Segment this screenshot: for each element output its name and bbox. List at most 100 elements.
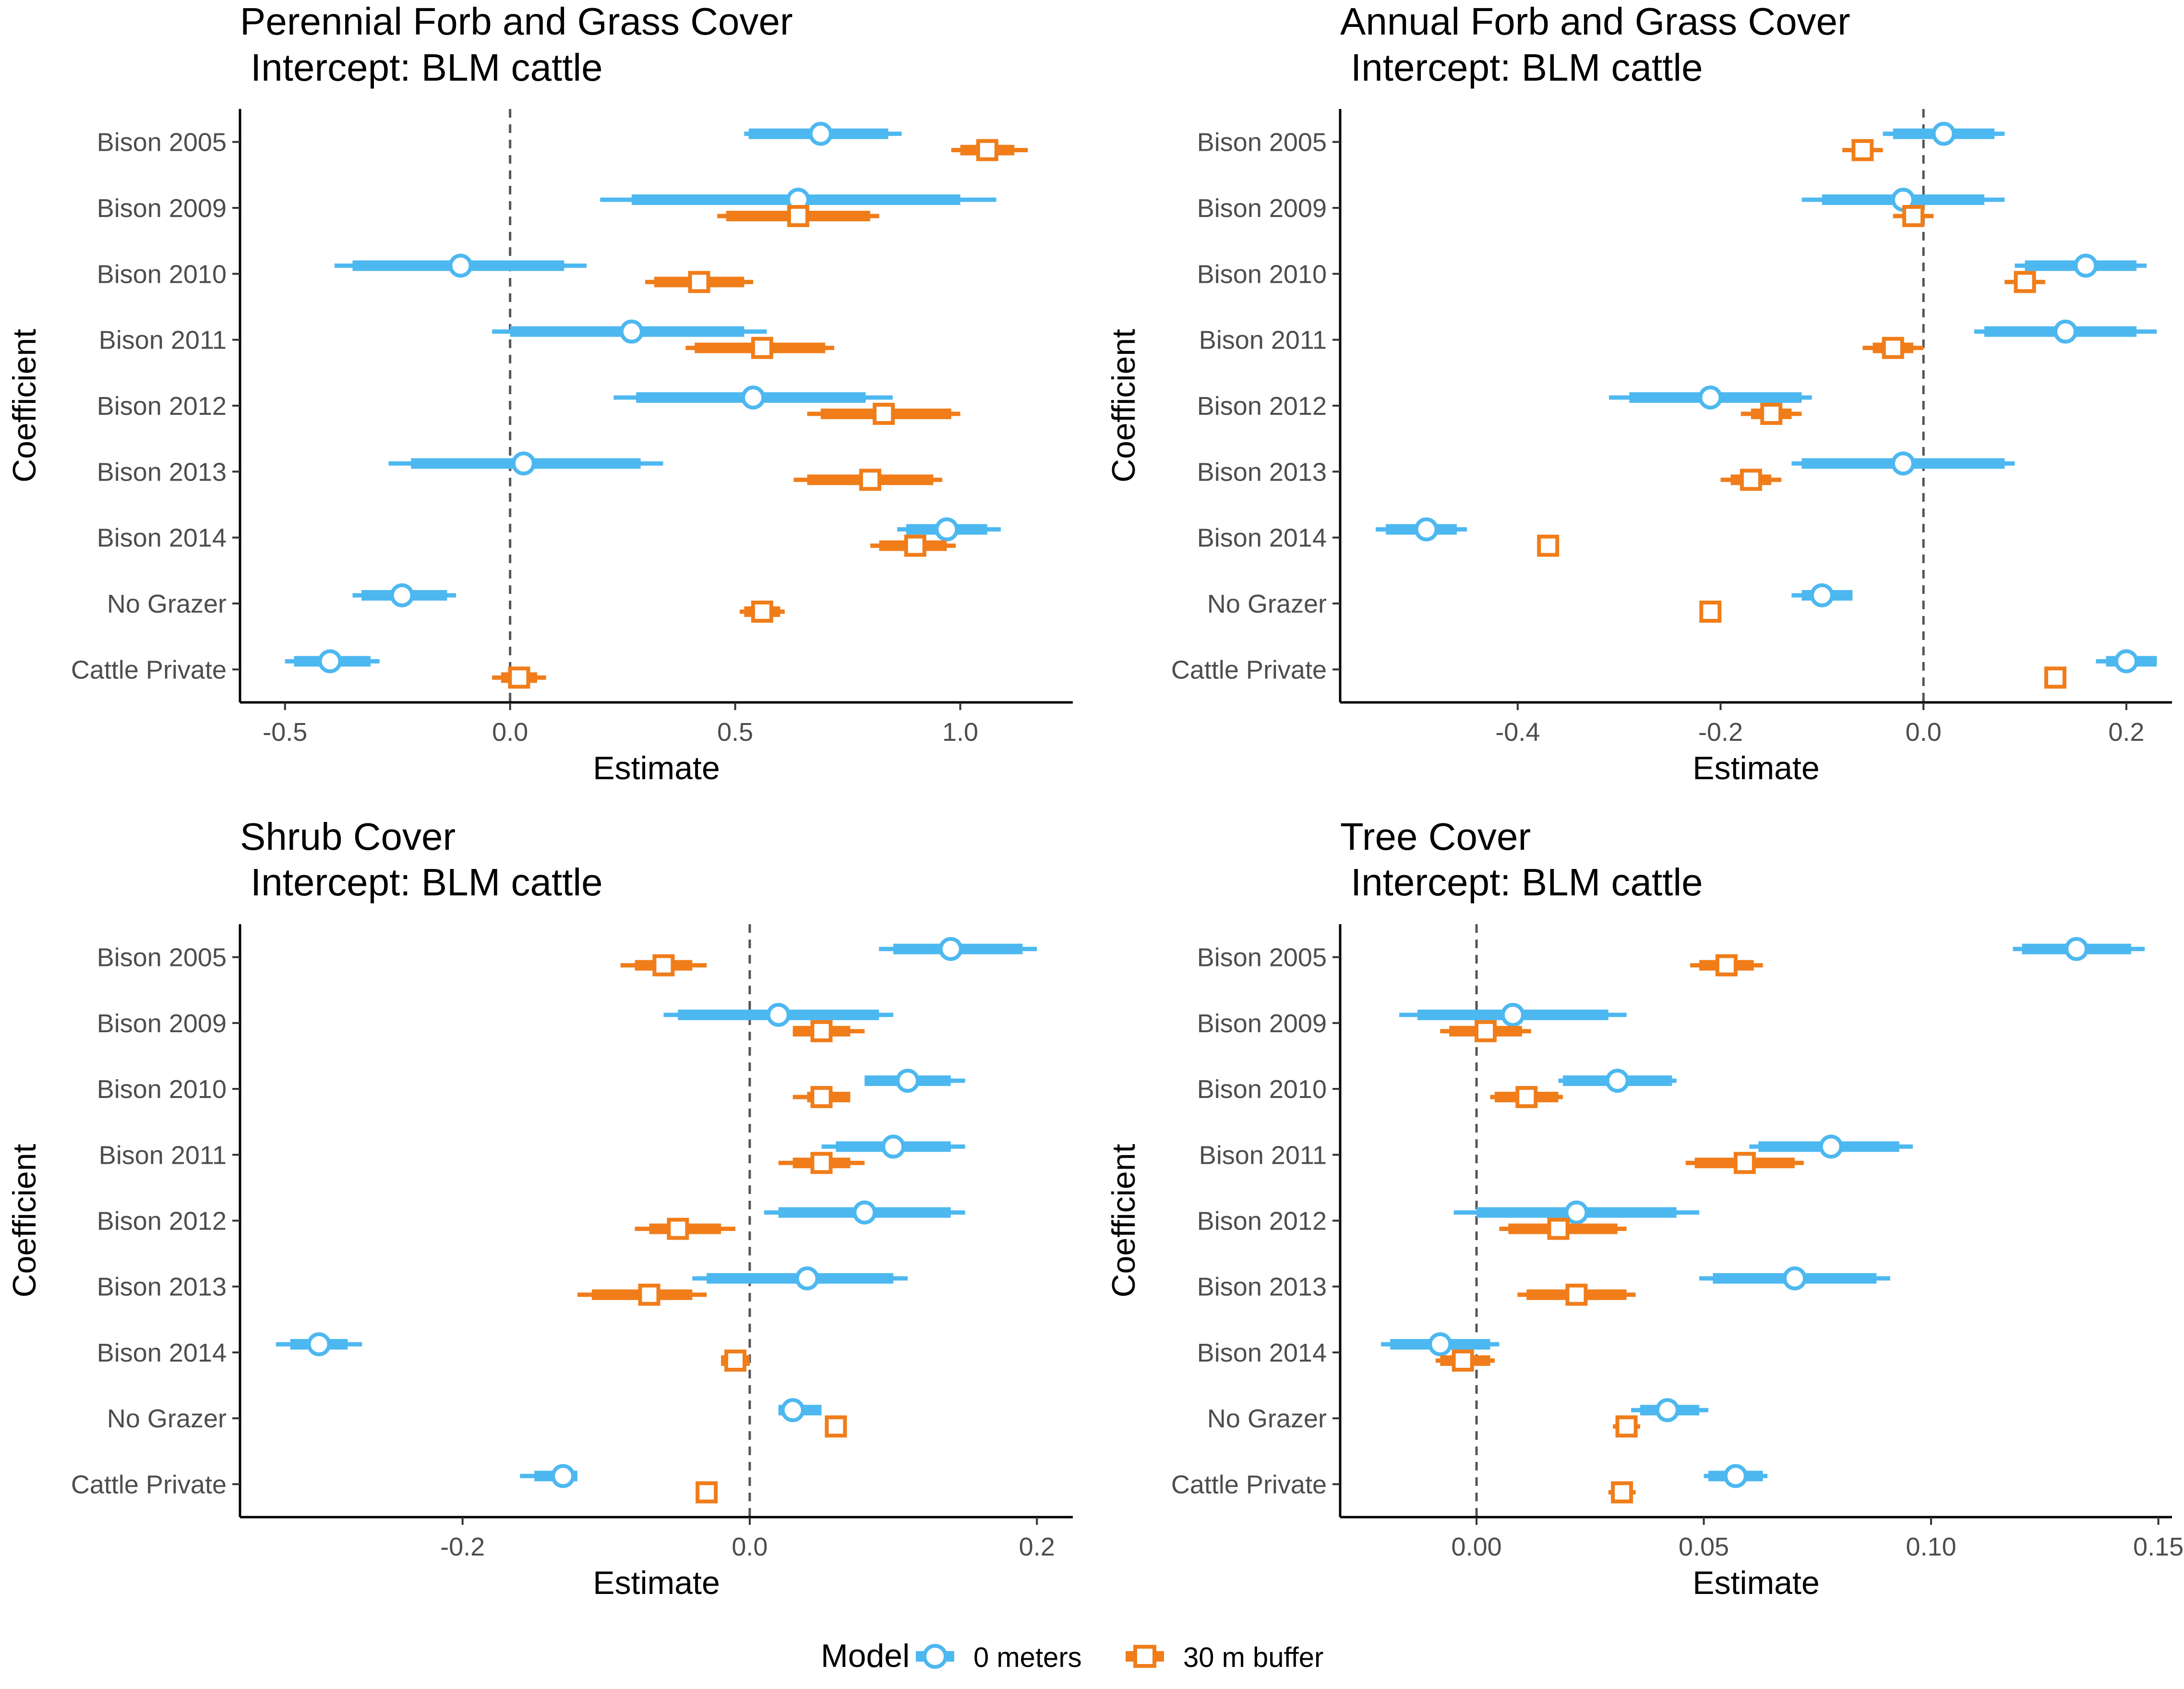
estimate-point [1699,601,1722,623]
x-axis-label: Estimate [1692,1565,1820,1601]
estimate-point [873,403,895,425]
x-tick-label: 0.5 [717,718,753,747]
panel-title: Tree Cover [1340,815,1531,858]
panel-title: Annual Forb and Grass Cover [1340,0,1850,43]
estimate-point [751,337,773,359]
estimate-point [1615,1415,1638,1438]
square-icon [1133,1645,1156,1668]
y-tick-label: Bison 2014 [97,1339,227,1367]
y-axis-label: Coefficient [6,329,43,483]
estimate-point [1564,1200,1589,1225]
estimate-point [751,601,773,623]
estimate-point [1414,517,1439,542]
estimate-point [667,1218,689,1240]
y-tick-label: Bison 2005 [97,943,227,972]
estimate-point [795,1266,819,1291]
estimate-point [881,1134,906,1159]
x-tick-label: 0.2 [2108,718,2144,747]
estimate-point [508,666,530,689]
estimate-point [1565,1283,1588,1306]
estimate-point [1819,1134,1843,1159]
estimate-point [638,1283,660,1306]
estimate-point [1428,1332,1452,1356]
y-tick-label: Bison 2010 [97,260,227,289]
estimate-point [1611,1481,1633,1504]
estimate-point [825,1415,847,1438]
estimate-point [2064,937,2089,961]
estimate-point [1537,534,1560,557]
estimate-point [787,205,809,227]
estimate-point [307,1332,331,1356]
estimate-point [1760,403,1783,425]
x-axis-label: Estimate [1692,750,1820,786]
y-tick-label: Bison 2014 [1197,524,1327,553]
x-axis-label: Estimate [593,1565,720,1601]
y-tick-label: No Grazer [107,1404,227,1433]
estimate-point [1810,583,1834,607]
y-tick-label: Bison 2012 [97,392,227,421]
estimate-point [810,1086,833,1109]
estimate-point [1882,337,1904,359]
y-tick-label: Bison 2012 [1197,1207,1327,1236]
x-tick-label: -0.5 [263,718,307,747]
estimate-point [1891,451,1915,476]
estimate-point [766,1002,791,1027]
x-tick-label: 0.2 [1019,1532,1055,1561]
x-tick-label: 0.10 [1906,1532,1956,1561]
y-tick-label: Bison 2009 [1197,194,1327,223]
y-tick-label: Bison 2011 [99,326,227,355]
x-tick-label: 0.0 [732,1532,768,1561]
x-tick-label: -0.2 [1698,718,1743,747]
estimate-point [859,469,881,491]
estimate-point [935,517,959,542]
y-tick-label: Bison 2009 [1197,1009,1327,1038]
estimate-point [1733,1152,1756,1174]
x-tick-label: -0.4 [1495,718,1540,747]
x-tick-label: 0.15 [2133,1532,2184,1561]
y-axis-label: Coefficient [6,1144,43,1297]
y-tick-label: No Grazer [1207,1404,1327,1433]
y-tick-label: Bison 2011 [1199,326,1327,355]
y-tick-label: Bison 2010 [1197,260,1327,289]
estimate-point [511,451,536,476]
estimate-point [976,139,998,161]
estimate-point [780,1398,805,1423]
estimate-point [938,937,963,961]
circle-icon [923,1644,948,1669]
y-tick-label: No Grazer [1207,590,1327,618]
estimate-point [2044,666,2066,689]
estimate-point [2074,253,2098,278]
estimate-point [2014,271,2036,293]
estimate-point [2114,649,2138,674]
y-tick-label: Bison 2005 [1197,943,1327,972]
estimate-point [448,253,473,278]
estimate-point [1547,1218,1570,1240]
estimate-point [551,1464,576,1488]
estimate-point [741,386,766,410]
estimate-point [724,1349,747,1372]
y-tick-label: Cattle Private [71,1470,227,1499]
x-tick-label: 0.00 [1452,1532,1502,1561]
estimate-point [1605,1069,1630,1093]
y-tick-label: Bison 2005 [1197,128,1327,157]
estimate-point [696,1481,718,1504]
x-tick-label: 1.0 [942,718,978,747]
estimate-point [1932,121,1956,146]
panel-subtitle: Intercept: BLM cattle [1351,861,1703,904]
estimate-point [1902,205,1925,227]
legend: Model 0 meters 30 m buffer [821,1638,1323,1674]
y-tick-label: Bison 2014 [97,524,227,553]
y-tick-label: Bison 2012 [1197,392,1327,421]
estimate-point [2053,319,2078,344]
y-tick-label: Bison 2013 [1197,458,1327,486]
y-tick-label: Cattle Private [1171,655,1327,684]
x-tick-label: 0.05 [1679,1532,1729,1561]
estimate-point [652,954,675,977]
x-tick-label: -0.2 [440,1532,485,1561]
legend-label: 30 m buffer [1183,1642,1323,1673]
y-tick-label: Bison 2011 [1199,1141,1327,1170]
estimate-point [1500,1002,1525,1027]
estimate-point [1851,139,1874,161]
